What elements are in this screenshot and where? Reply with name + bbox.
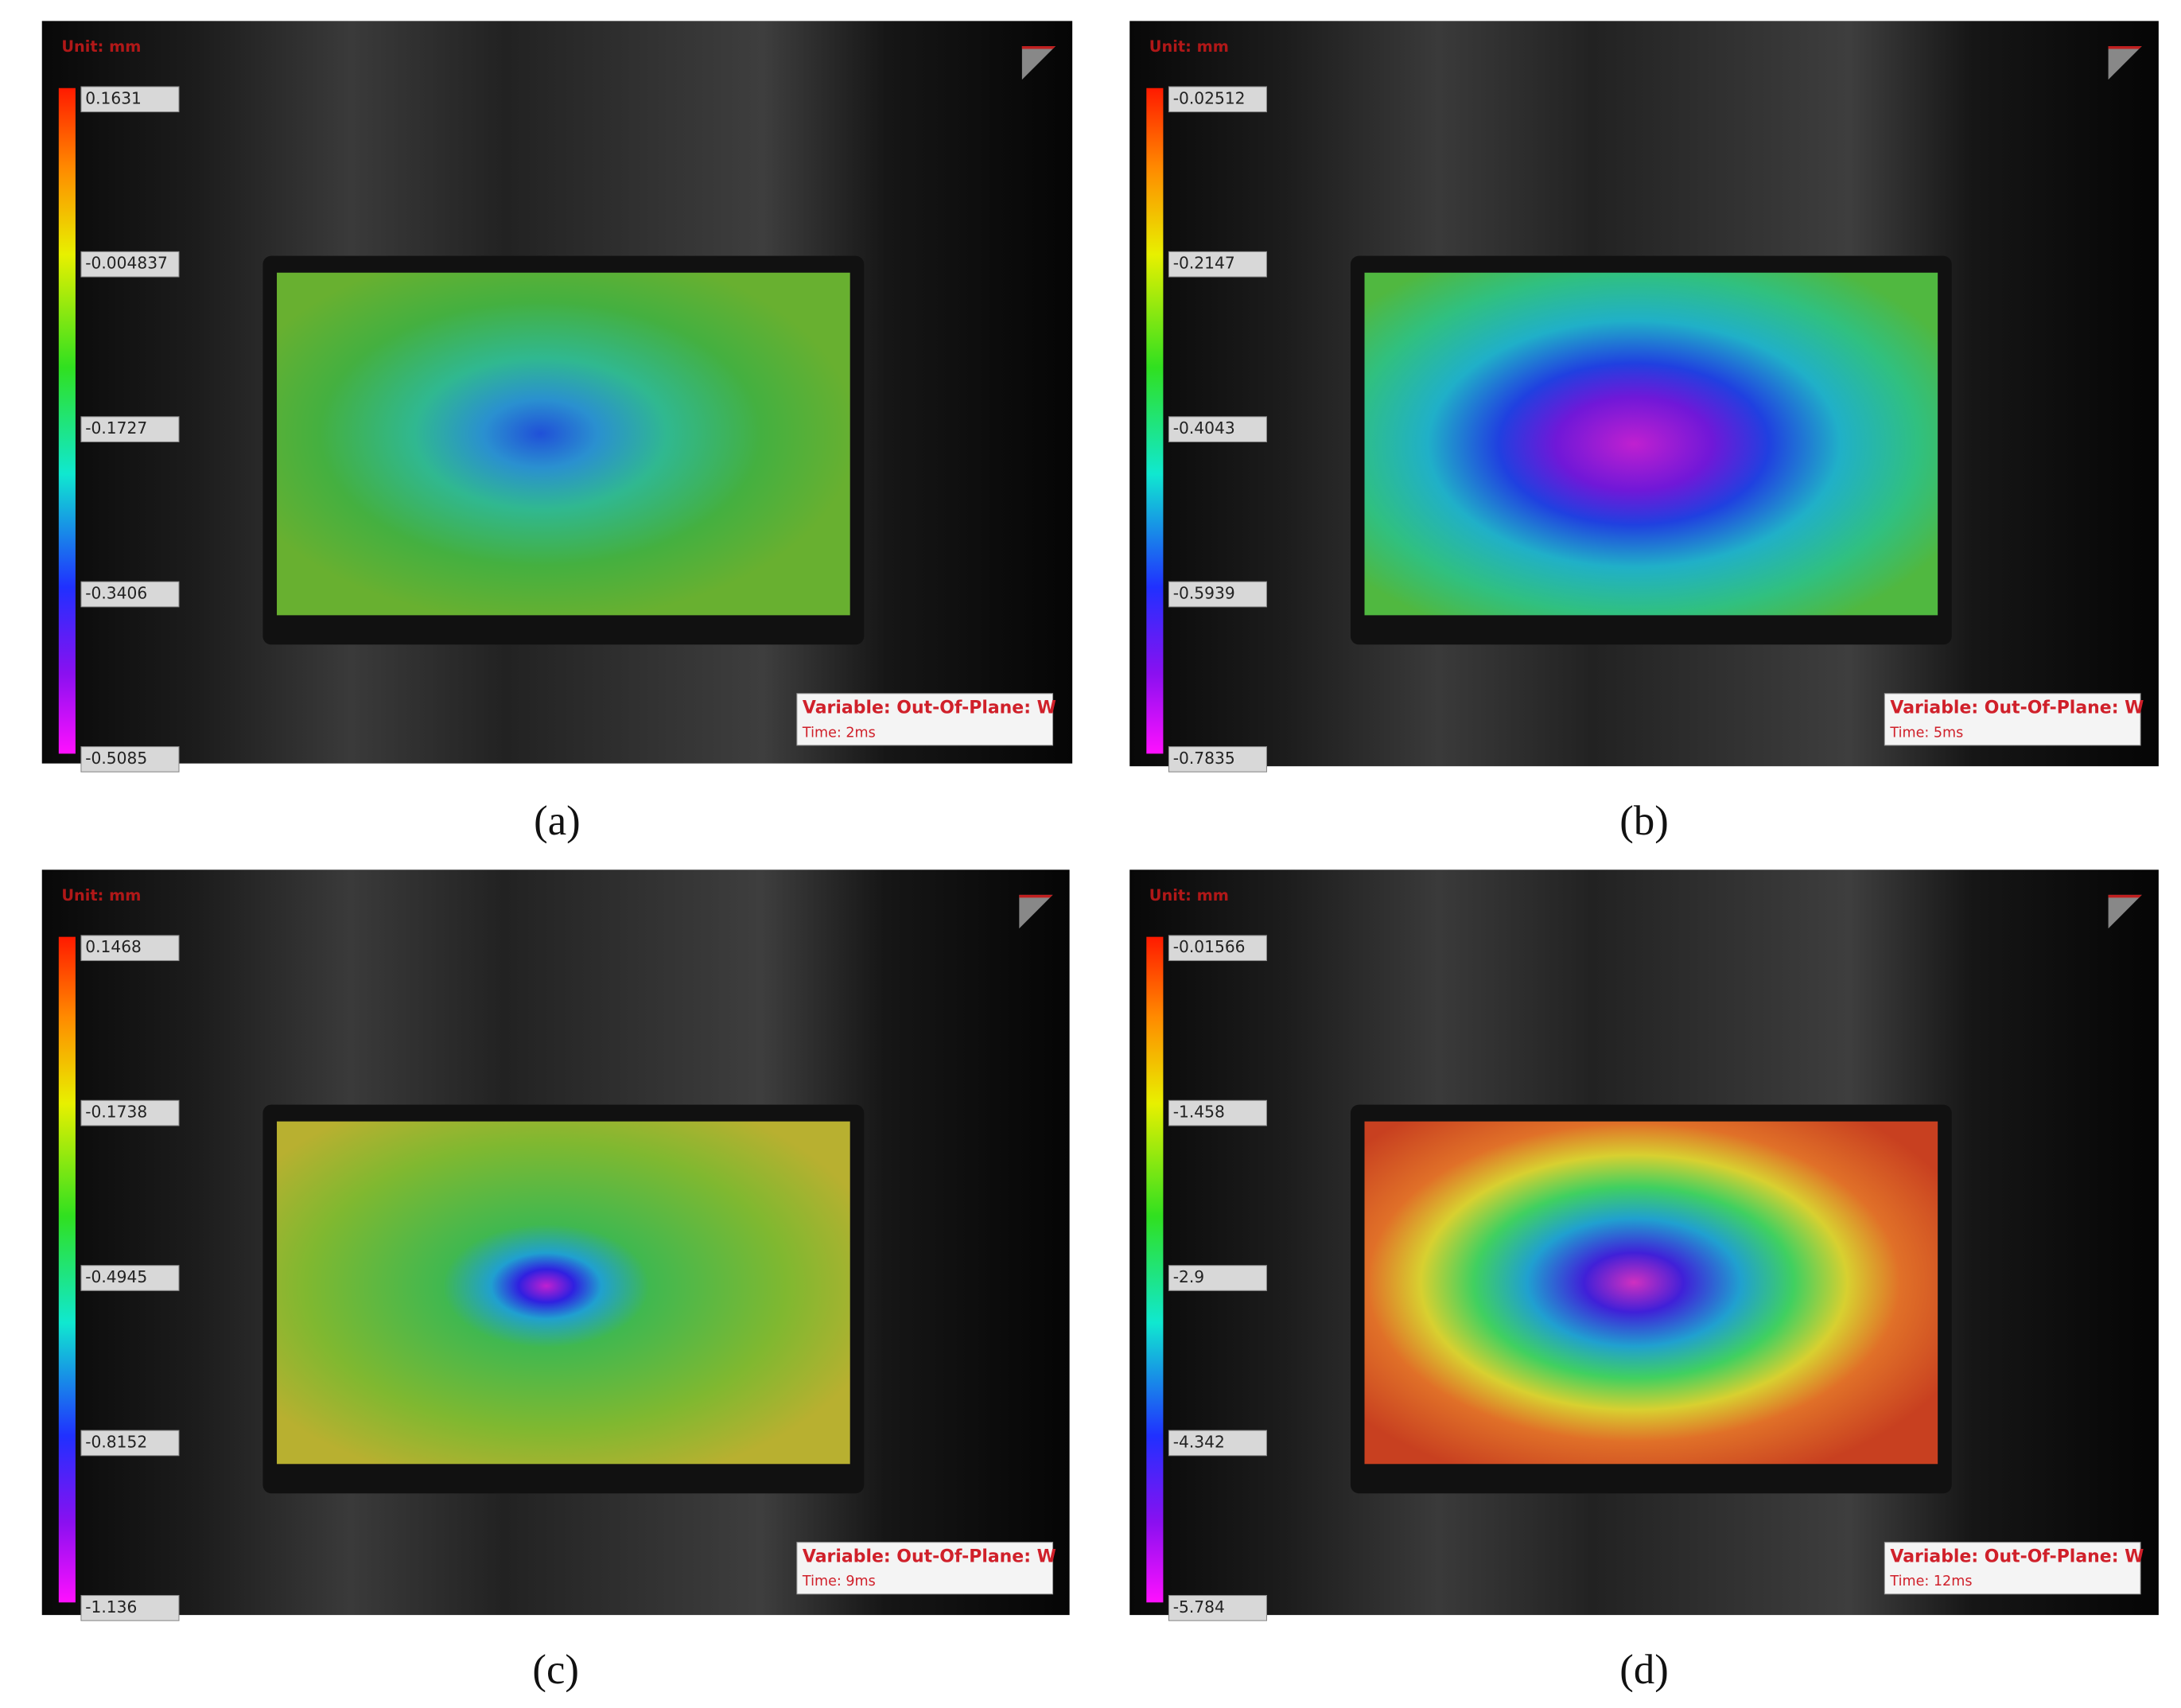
- scale-label-box: [80, 251, 180, 278]
- plate-field: [1364, 272, 1938, 616]
- scale-label: -0.5085: [85, 749, 147, 768]
- scale-label-box: [1168, 416, 1267, 442]
- plate-field: [1364, 1121, 1938, 1465]
- corner-icon: [2108, 46, 2142, 80]
- scale-label-box: [80, 581, 180, 608]
- time-label: Time: 12ms: [1889, 1574, 1972, 1589]
- scale-label: -4.342: [1173, 1432, 1225, 1451]
- scale-label: -0.4043: [1173, 418, 1235, 438]
- panel: Unit: mm -0.01566 -1.458 -2.9 -4.342 -5.784 Va…: [1129, 870, 2159, 1621]
- scale-label-box: [80, 1594, 180, 1621]
- colorbar: [58, 88, 76, 754]
- scale-label: -0.7835: [1173, 749, 1235, 768]
- corner-icon-red: [2108, 894, 2142, 898]
- scale-label-box: [1168, 746, 1267, 772]
- scale-label: -0.2147: [1173, 254, 1235, 273]
- unit-label: Unit: mm: [61, 37, 141, 56]
- scale-label-box: [1168, 1265, 1267, 1291]
- plate-field: [277, 272, 850, 616]
- scale-label-box: [1168, 251, 1267, 278]
- corner-icon: [2108, 894, 2142, 929]
- unit-label: Unit: mm: [1149, 886, 1229, 905]
- scale-label: -5.784: [1173, 1597, 1225, 1617]
- scale-label: -0.4945: [85, 1267, 147, 1286]
- variable-label: Variable: Out-Of-Plane: W: [1890, 1547, 2144, 1566]
- variable-label: Variable: Out-Of-Plane: W: [803, 698, 1056, 718]
- corner-icon-red: [2108, 46, 2142, 49]
- scale-label-box: [80, 416, 180, 442]
- time-label: Time: 9ms: [802, 1574, 876, 1589]
- panel: Unit: mm 0.1631 -0.004837 -0.1727 -0.3406 -0.…: [41, 21, 1073, 772]
- scale-label-box: [80, 86, 180, 113]
- time-label: Time: 5ms: [1889, 725, 1963, 741]
- panel: Unit: mm 0.1468 -0.1738 -0.4945 -0.8152 -1.13…: [41, 870, 1070, 1621]
- scale-label: -0.004837: [85, 254, 168, 273]
- scale-label: 0.1468: [85, 937, 142, 956]
- scale-label-box: [1168, 581, 1267, 608]
- time-label: Time: 2ms: [802, 725, 876, 741]
- legend-box: [1884, 693, 2141, 746]
- scale-label-box: [80, 935, 180, 962]
- scale-label: 0.1631: [85, 88, 142, 107]
- caption: (c): [532, 1647, 579, 1693]
- legend-box: [796, 1542, 1054, 1595]
- scale-label: -0.3406: [85, 584, 147, 603]
- colorbar: [1146, 936, 1164, 1603]
- scale-label-box: [80, 746, 180, 772]
- scale-label: -0.01566: [1173, 937, 1246, 956]
- scale-label: -0.02512: [1173, 88, 1246, 107]
- caption: (b): [1619, 798, 1668, 844]
- scale-label: -1.458: [1173, 1103, 1225, 1122]
- scale-label-box: [1168, 1594, 1267, 1621]
- colorbar: [1146, 88, 1164, 754]
- scale-label: -0.5939: [1173, 584, 1235, 603]
- scale-label-box: [1168, 935, 1267, 962]
- scale-label-box: [80, 1099, 180, 1126]
- caption: (d): [1619, 1647, 1668, 1693]
- plate-field: [277, 1121, 850, 1465]
- caption: (a): [534, 798, 581, 844]
- variable-label: Variable: Out-Of-Plane: W: [1890, 698, 2144, 718]
- panel: Unit: mm -0.02512 -0.2147 -0.4043 -0.5939 -0.…: [1129, 21, 2159, 772]
- scale-label-box: [1168, 1430, 1267, 1457]
- legend-box: [796, 693, 1054, 746]
- scale-label-box: [1168, 1099, 1267, 1126]
- scale-label: -0.1738: [85, 1103, 147, 1122]
- legend-box: [1884, 1542, 2141, 1595]
- scale-label-box: [1168, 86, 1267, 113]
- scale-label: -2.9: [1173, 1267, 1204, 1286]
- unit-label: Unit: mm: [1149, 37, 1229, 56]
- colorbar: [58, 936, 76, 1603]
- scale-label: -1.136: [85, 1597, 137, 1617]
- unit-label: Unit: mm: [61, 886, 141, 905]
- scale-label: -0.1727: [85, 418, 147, 438]
- scale-label: -0.8152: [85, 1432, 147, 1451]
- corner-icon-red: [1019, 894, 1053, 898]
- scale-label-box: [80, 1430, 180, 1457]
- scale-label-box: [80, 1265, 180, 1291]
- corner-icon-red: [1021, 46, 1056, 49]
- variable-label: Variable: Out-Of-Plane: W: [803, 1547, 1056, 1566]
